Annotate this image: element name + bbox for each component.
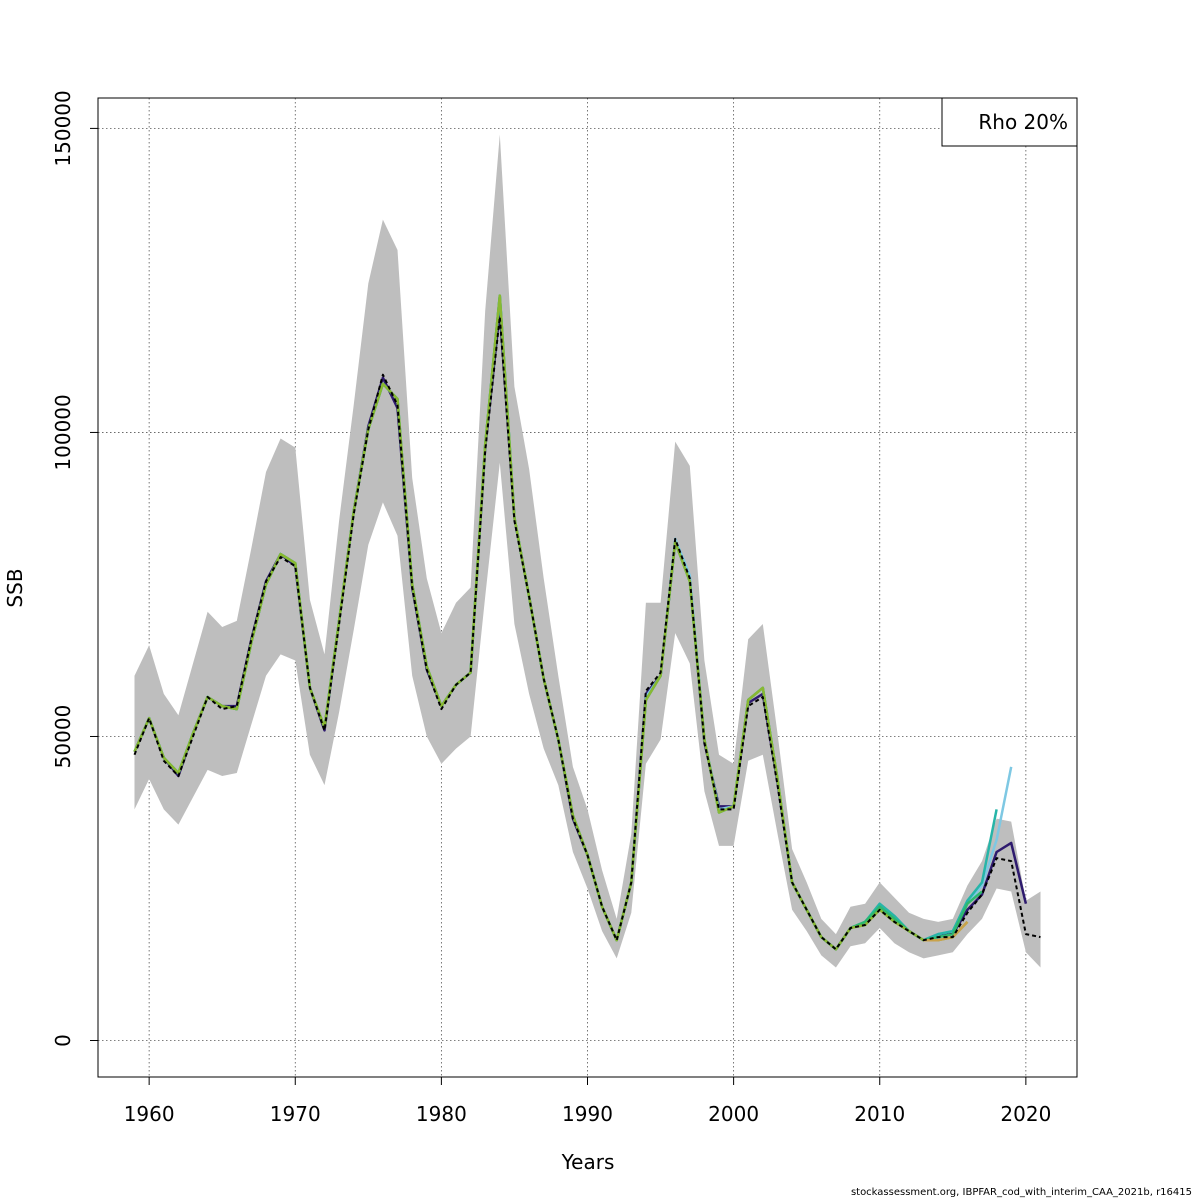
y-axis-label: SSB	[3, 568, 27, 607]
y-tick-label: 0	[51, 1034, 75, 1047]
x-tick-label: 2000	[708, 1102, 759, 1126]
y-tick-label: 150000	[51, 90, 75, 166]
legend: Rho 20%	[941, 97, 1078, 147]
series-line	[923, 921, 969, 942]
series-line-reference	[133, 315, 1041, 951]
x-tick-label: 2020	[1000, 1102, 1051, 1126]
x-tick-label: 2010	[854, 1102, 905, 1126]
legend-text: Rho 20%	[978, 110, 1068, 134]
legend-box	[941, 97, 1078, 147]
x-tick-label: 1960	[124, 1102, 175, 1126]
y-tick-label: 50000	[51, 705, 75, 769]
x-axis-label: Years	[561, 1150, 615, 1174]
x-axis: 1960 1970 1980 1990 2000 2010 2020	[124, 1077, 1051, 1126]
series-lines	[133, 294, 1041, 951]
footer-credit: stockassessment.org, IBPFAR_cod_with_int…	[850, 1187, 1192, 1198]
y-axis: 0 50000 100000 150000	[51, 90, 98, 1047]
x-tick-label: 1980	[416, 1102, 467, 1126]
x-tick-label: 1990	[562, 1102, 613, 1126]
y-tick-label: 100000	[51, 394, 75, 470]
x-tick-label: 1970	[270, 1102, 321, 1126]
